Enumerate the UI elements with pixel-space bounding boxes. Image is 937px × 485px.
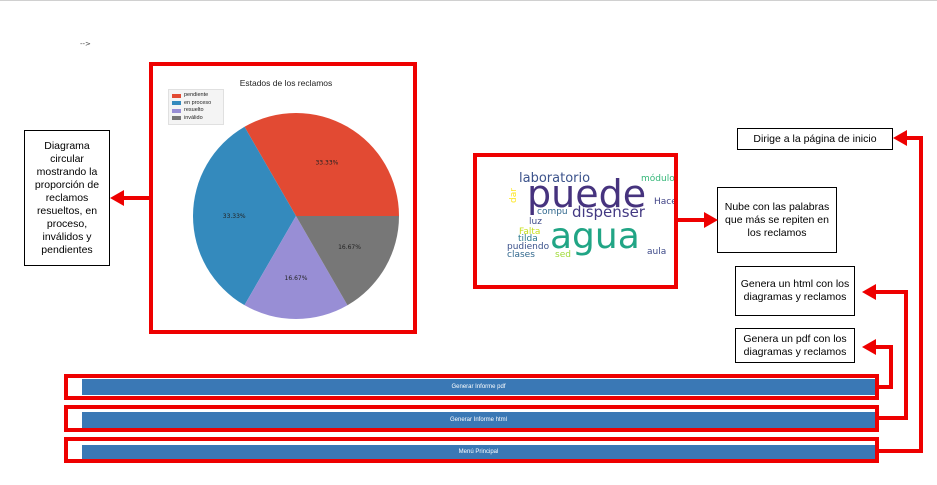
word-cloud-callout: Nube con las palabras que más se repiten… <box>717 187 837 253</box>
pdf-arrow-head <box>862 339 876 355</box>
legend-entry-pendiente: pendiente <box>172 92 220 100</box>
home-callout-text: Dirige a la página de inicio <box>753 132 877 145</box>
html-connector-line <box>875 290 908 420</box>
pie-slice-label: 33.33% <box>223 213 246 220</box>
legend-entry-en-proceso: en proceso <box>172 100 220 108</box>
pdf-callout: Genera un pdf con los diagramas y reclam… <box>735 328 855 363</box>
pie-slice-resuelto <box>244 216 348 319</box>
stray-comment-text: --> <box>80 40 91 48</box>
html-arrow-head <box>862 284 876 300</box>
pie-chart-legend: pendiente en proceso resuelto inválido <box>168 89 224 125</box>
html-callout: Genera un html con los diagramas y recla… <box>735 266 855 316</box>
legend-label: resuelto <box>184 107 204 113</box>
pdf-button-highlight-frame <box>64 374 879 400</box>
cloud-word-pudiendo: pudiendo <box>507 242 550 252</box>
legend-swatch <box>172 93 181 98</box>
cloud-word-aula: aula <box>647 247 666 257</box>
cloud-word-agua: agua <box>550 216 640 257</box>
html-button-highlight-frame <box>64 405 879 432</box>
legend-label: en proceso <box>184 99 212 106</box>
legend-entry-resuelto: resuelto <box>172 107 220 115</box>
pie-chart-title: Estados de los reclamos <box>239 78 333 88</box>
cloud-word-falta: Falta <box>519 227 540 237</box>
legend-label: pendiente <box>184 92 209 98</box>
pdf-connector-line <box>875 345 893 389</box>
word-cloud-callout-text: Nube con las palabras que más se repiten… <box>724 200 830 239</box>
menu-arrow-head <box>893 130 907 146</box>
top-border-line <box>0 0 937 1</box>
html-callout-text: Genera un html con los diagramas y recla… <box>740 278 850 303</box>
pie-slice-pendiente <box>244 112 399 216</box>
main-menu-button[interactable]: Menú Principal <box>82 445 875 459</box>
pie-chart-highlight-frame <box>149 62 417 334</box>
pie-arrow-head <box>110 190 124 206</box>
cloud-word-clases: clases <box>507 250 535 260</box>
cloud-arrow-head <box>704 212 718 228</box>
word-cloud-highlight-frame <box>473 153 678 289</box>
cloud-word-puede: puede <box>527 172 646 216</box>
cloud-word-modulo: módulo <box>641 173 674 184</box>
legend-swatch <box>172 116 181 121</box>
cloud-word-tilda: tilda <box>518 234 538 244</box>
generate-html-report-button[interactable]: Generar Informe html <box>82 412 875 428</box>
pie-slice-inválido <box>296 216 399 306</box>
word-cloud: laboratorio puede módulo dar compu dispe… <box>507 171 674 260</box>
pie-chart-callout-text: Diagrama circular mostrando la proporció… <box>34 139 100 256</box>
cloud-word-hace: Hace <box>654 197 674 207</box>
pdf-callout-text: Genera un pdf con los diagramas y reclam… <box>743 332 847 358</box>
cloud-word-laboratorio: laboratorio <box>519 171 590 186</box>
pie-slice-en-proceso <box>192 126 296 306</box>
cloud-word-sed: sed <box>555 250 571 260</box>
generate-pdf-report-button[interactable]: Generar Informe pdf <box>82 379 875 395</box>
cloud-word-compu: compu <box>537 207 568 217</box>
pie-slice-label: 16.67% <box>338 244 361 251</box>
legend-label: inválido <box>184 114 203 121</box>
home-callout: Dirige a la página de inicio <box>737 128 893 150</box>
legend-swatch <box>172 108 181 113</box>
pie-chart-callout: Diagrama circular mostrando la proporció… <box>24 130 110 266</box>
legend-entry-invalido: inválido <box>172 115 220 123</box>
menu-button-highlight-frame <box>64 437 879 463</box>
menu-connector-line <box>879 136 923 453</box>
pie-slice-label: 33.33% <box>315 159 338 166</box>
cloud-word-dispenser: dispenser <box>572 203 646 221</box>
cloud-word-dar: dar <box>509 188 519 203</box>
pie-slice-label: 16.67% <box>285 275 308 282</box>
legend-swatch <box>172 101 181 106</box>
cloud-word-luz: luz <box>529 217 542 227</box>
